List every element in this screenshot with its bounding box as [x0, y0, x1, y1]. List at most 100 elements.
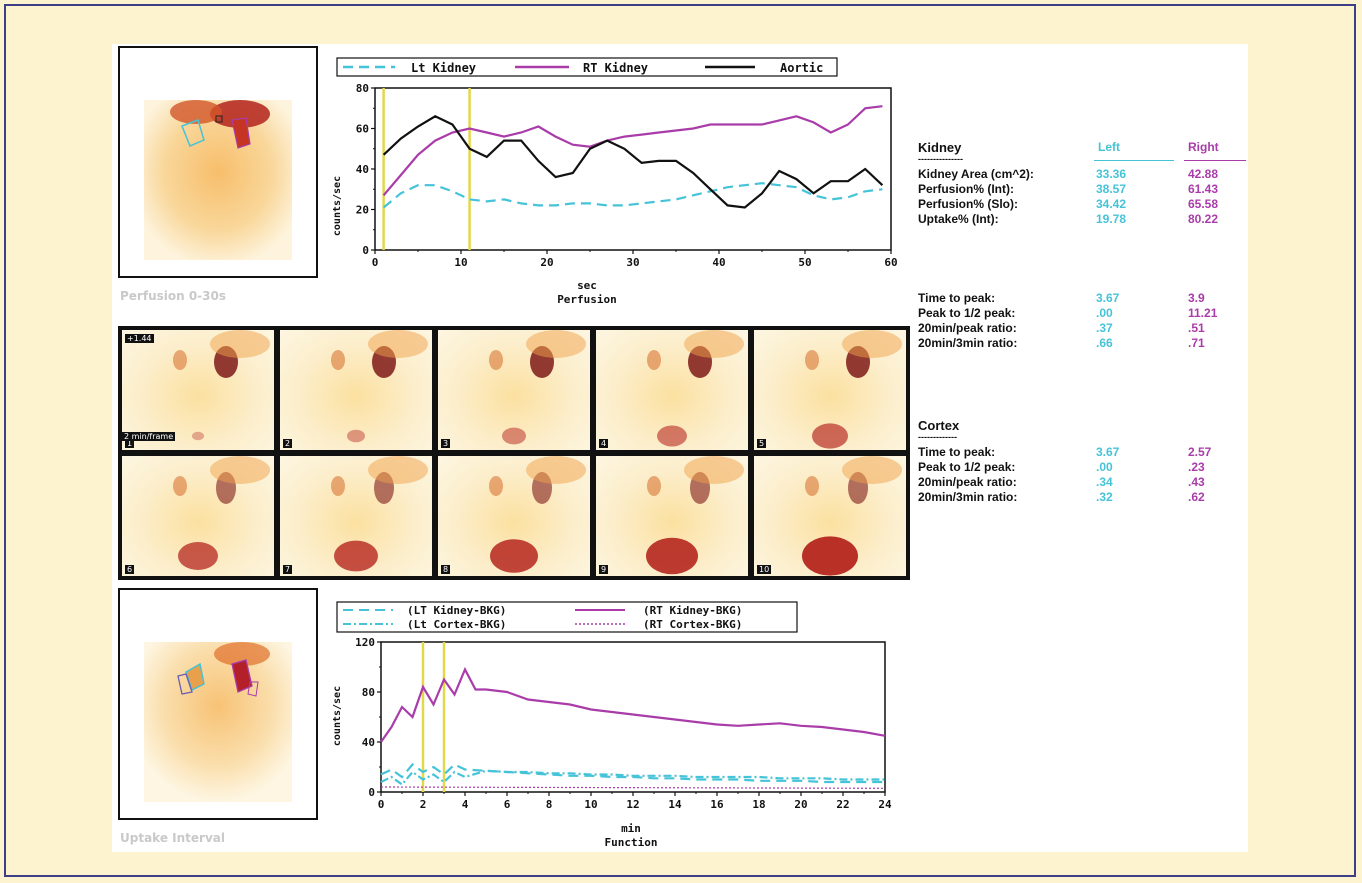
- series-line-4: [380, 786, 886, 789]
- y-tick-label: 120: [355, 636, 375, 649]
- x-tick-label: 10: [454, 256, 467, 269]
- frame-number: 3: [441, 439, 451, 448]
- table-row-left-value: 34.42: [1096, 197, 1127, 211]
- frame-number: 1: [125, 439, 135, 448]
- frame-tile: 8: [436, 454, 592, 578]
- frame-number: 10: [757, 565, 772, 574]
- x-tick-label: 20: [794, 798, 807, 811]
- frame-tile: 2: [278, 328, 434, 452]
- uptake-image: [118, 588, 318, 820]
- table-row-left-value: .66: [1096, 336, 1113, 350]
- table-row-label: 20min/3min ratio:: [918, 336, 1018, 350]
- x-tick-label: 0: [372, 256, 379, 269]
- legend-label-rt-kidney: RT Kidney: [583, 61, 648, 75]
- perfusion-scan-graphic: [144, 100, 292, 260]
- y-tick-label: 40: [362, 736, 375, 749]
- table-row-right-value: .71: [1188, 336, 1205, 350]
- table-row-right-value: .43: [1188, 475, 1205, 489]
- table-row-label: 20min/peak ratio:: [918, 475, 1017, 489]
- legend-label-lt-kidney: Lt Kidney: [411, 61, 476, 75]
- frame-number: 7: [283, 565, 293, 574]
- table-row-right-value: 80.22: [1188, 212, 1219, 226]
- table-row-left-value: .00: [1096, 306, 1113, 320]
- frame-tile: 1 +1.44 2 min/frame: [120, 328, 276, 452]
- plot-area: [374, 87, 892, 251]
- y-tick-label: 0: [362, 244, 369, 257]
- perfusion-legend: Lt Kidney RT Kidney Aortic: [336, 57, 838, 77]
- table-row-right-value: 3.9: [1188, 291, 1205, 305]
- table-row-label: Peak to 1/2 peak:: [918, 460, 1016, 474]
- function-title: Function: [605, 836, 658, 849]
- frame-scan-graphic: [647, 330, 744, 447]
- frame-number: 6: [125, 565, 135, 574]
- legend-label-aortic: Aortic: [780, 61, 823, 75]
- x-tick-label: 16: [710, 798, 724, 811]
- frame-scan-graphic: [173, 456, 270, 570]
- table-row-left-value: 3.67: [1096, 291, 1120, 305]
- legend-label-rt-kidney-bkg: (RT Kidney-BKG): [643, 604, 742, 617]
- legend-label-rt-cortex-bkg: (RT Cortex-BKG): [643, 618, 742, 631]
- perfusion-title: Perfusion: [557, 293, 617, 306]
- function-xlabel: min: [621, 822, 641, 835]
- perfusion-caption: Perfusion 0-30s: [120, 289, 227, 303]
- left-underline: [1094, 160, 1174, 161]
- frame-time-label: +1.44: [125, 334, 154, 343]
- frame-number: 8: [441, 565, 451, 574]
- kidney-table-title: Kidney: [918, 140, 962, 155]
- x-tick-label: 30: [626, 256, 639, 269]
- perfusion-chart: Lt Kidney RT Kidney Aortic 0 20 40 60 80 0 10 2…: [332, 57, 898, 306]
- cortex-table-divider: -------------: [918, 432, 957, 442]
- table-row-left-value: 3.67: [1096, 445, 1120, 459]
- x-tick-label: 40: [712, 256, 725, 269]
- frame-scan-graphic: [173, 330, 270, 441]
- x-tick-label: 22: [836, 798, 849, 811]
- outer-frame: [4, 4, 1356, 877]
- kidney-col-left: Left: [1098, 140, 1120, 154]
- y-tick-label: 80: [356, 82, 369, 95]
- frame-scan-graphic: [331, 330, 428, 443]
- table-row-left-value: 38.57: [1096, 182, 1127, 196]
- x-tick-label: 20: [540, 256, 553, 269]
- table-row-label: Uptake% (Int):: [918, 212, 999, 226]
- kidney-col-right: Right: [1188, 140, 1219, 154]
- x-tick-label: 8: [546, 798, 553, 811]
- table-row-label: Kidney Area (cm^2):: [918, 167, 1034, 181]
- plot-area: [380, 641, 886, 793]
- frame-scan-graphic: [331, 456, 428, 572]
- kidney-table: Kidney --------------- Left Right Kidney…: [918, 140, 1258, 250]
- frame-tile: 6: [120, 454, 276, 578]
- table-row-right-value: .62: [1188, 490, 1205, 504]
- series-line-3: [382, 115, 884, 209]
- table-row-right-value: 11.21: [1188, 306, 1218, 320]
- perfusion-image: [118, 46, 318, 278]
- frame-number: 9: [599, 565, 609, 574]
- function-ylabel: counts/sec: [332, 686, 343, 746]
- uptake-caption: Uptake Interval: [120, 831, 225, 845]
- table-row-right-value: 65.58: [1188, 197, 1219, 211]
- series-line-1: [380, 763, 885, 784]
- right-underline: [1184, 160, 1246, 161]
- frame-scan-graphic: [646, 456, 744, 575]
- function-legend: (LT Kidney-BKG) (Lt Cortex-BKG) (RT Kidn…: [336, 601, 798, 633]
- frame-scan-graphic: [489, 330, 586, 445]
- frame-tile: 9: [594, 454, 750, 578]
- perfusion-ylabel: counts/sec: [332, 176, 343, 236]
- table-row-right-value: .23: [1188, 460, 1205, 474]
- frame-rate-label: 2 min/frame: [122, 432, 176, 441]
- table-row-left-value: .00: [1096, 460, 1113, 474]
- x-tick-label: 50: [798, 256, 811, 269]
- table-row-right-value: 61.43: [1188, 182, 1219, 196]
- timing-table: Time to peak: 3.67 3.9 Peak to 1/2 peak: .00…: [918, 291, 1258, 361]
- table-row-label: Peak to 1/2 peak:: [918, 306, 1016, 320]
- kidney-table-divider: ---------------: [918, 154, 963, 164]
- x-tick-label: 4: [462, 798, 469, 811]
- legend-label-lt-cortex-bkg: (Lt Cortex-BKG): [407, 618, 506, 631]
- x-tick-label: 12: [626, 798, 639, 811]
- function-chart: (LT Kidney-BKG) (Lt Cortex-BKG) (RT Kidn…: [332, 601, 892, 849]
- x-tick-label: 14: [668, 798, 682, 811]
- y-tick-label: 0: [368, 786, 375, 799]
- y-tick-label: 40: [356, 163, 369, 176]
- legend-label-lt-kidney-bkg: (LT Kidney-BKG): [407, 604, 506, 617]
- table-row-left-value: .37: [1096, 321, 1113, 335]
- frame-tile: 10: [752, 454, 908, 578]
